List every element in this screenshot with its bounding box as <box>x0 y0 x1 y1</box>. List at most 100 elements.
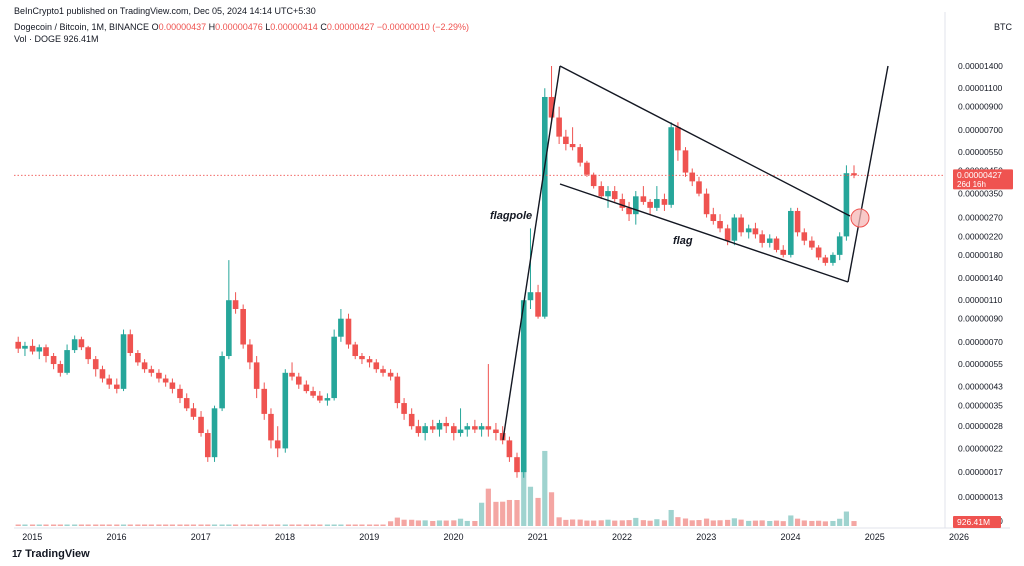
volume-bar <box>85 524 91 526</box>
volume-bar <box>605 519 611 526</box>
x-tick-label: 2019 <box>359 532 379 542</box>
candle-body <box>605 191 611 197</box>
candle-body <box>22 345 28 349</box>
x-tick-label: 2023 <box>696 532 716 542</box>
candle-body <box>696 181 702 194</box>
volume-bar <box>668 509 674 526</box>
symbol-name[interactable]: Dogecoin / Bitcoin, 1M, BINANCE <box>14 22 150 32</box>
close-label: C <box>320 22 327 32</box>
candle-body <box>169 382 176 389</box>
volume-bar <box>29 524 36 526</box>
y-tick-label: 0.00000700 <box>958 125 1003 135</box>
volume-bar <box>232 524 239 526</box>
volume-bar <box>548 492 555 526</box>
y-tick-label: 0.00000055 <box>958 359 1003 369</box>
candle-body <box>611 191 618 200</box>
x-tick-label: 2020 <box>443 532 463 542</box>
candle-body <box>535 292 541 317</box>
volume-bar <box>731 518 737 526</box>
volume-bar <box>184 524 190 526</box>
volume-bar <box>15 524 21 526</box>
volume-bar <box>148 524 154 526</box>
volume-bar <box>563 519 569 526</box>
volume-bar <box>759 520 765 526</box>
candle-body <box>759 234 765 243</box>
volume-bar <box>570 519 576 526</box>
x-tick-label: 2015 <box>22 532 42 542</box>
flagpole-annotation: flagpole <box>490 210 532 222</box>
x-tick-label: 2021 <box>528 532 548 542</box>
candle-body <box>127 334 134 354</box>
candle-body <box>415 426 422 434</box>
volume-bar <box>640 520 646 526</box>
volume-bar <box>177 524 183 526</box>
volume-bar <box>506 499 513 526</box>
volume-bar <box>254 524 260 526</box>
candle-body <box>303 384 310 392</box>
flag-upper-line <box>559 65 851 217</box>
last-price-badge-value: 0.00000427 <box>957 170 1002 180</box>
x-tick-label: 2026 <box>949 532 969 542</box>
volume-bar <box>479 502 485 526</box>
volume-bar <box>598 520 604 526</box>
volume-header: Vol · DOGE 926.41M <box>14 34 99 44</box>
candle-body <box>183 398 190 409</box>
candle-body <box>352 344 359 357</box>
volume-bar <box>689 520 695 526</box>
x-tick-label: 2025 <box>865 532 885 542</box>
candle-body <box>268 413 274 441</box>
volume-bar <box>675 517 681 526</box>
candle-body <box>50 356 57 365</box>
open-value: 0.00000437 <box>158 22 207 32</box>
candle-body <box>499 433 506 441</box>
candle-body <box>359 356 365 360</box>
last-price-badge <box>953 169 1013 190</box>
volume-bar <box>72 524 78 526</box>
candle-body <box>717 221 723 229</box>
volume-bar <box>493 501 499 526</box>
volume-bar <box>106 524 112 526</box>
candle-body <box>773 238 780 250</box>
volume-bar <box>99 524 106 526</box>
volume-bar <box>409 519 415 526</box>
y-tick-label: 0.00001400 <box>958 61 1003 71</box>
volume-bar <box>422 520 428 526</box>
candle-body <box>590 174 597 187</box>
candle-body <box>801 232 808 241</box>
x-tick-label: 2017 <box>191 532 211 542</box>
candle-body <box>569 144 576 148</box>
candle-body <box>232 300 239 309</box>
y-tick-label: 0.00000900 <box>958 102 1003 112</box>
candle-body <box>177 388 183 399</box>
y-tick-label: 0.00000043 <box>958 382 1003 392</box>
candle-body <box>190 408 197 417</box>
volume-bar <box>380 524 386 526</box>
candle-body <box>520 300 527 473</box>
volume-bar <box>93 524 99 526</box>
volume-bar <box>542 450 548 526</box>
volume-bar <box>163 524 169 526</box>
candle-body <box>809 240 815 248</box>
volume-bar <box>135 524 141 526</box>
volume-bar <box>64 524 70 526</box>
volume-bar <box>682 518 689 526</box>
candle-body <box>584 162 590 175</box>
volume-bar <box>198 524 204 526</box>
volume-bar <box>633 517 639 526</box>
candle-body <box>738 217 744 233</box>
candle-body <box>815 247 822 258</box>
candle-body <box>464 426 471 430</box>
volume-label[interactable]: Vol · DOGE <box>14 34 62 44</box>
candle-body <box>71 339 78 351</box>
volume-bar <box>296 524 302 526</box>
volume-bar <box>746 520 752 526</box>
last-price-countdown: 26d 16h <box>957 180 986 189</box>
volume-bar <box>801 520 807 526</box>
candle-body <box>577 147 583 163</box>
tradingview-brand[interactable]: 17 TradingView <box>12 548 90 560</box>
volume-bar <box>127 524 133 526</box>
candle-body <box>851 173 857 176</box>
candle-body <box>29 345 36 352</box>
y-tick-label: 0.00000350 <box>958 189 1003 199</box>
